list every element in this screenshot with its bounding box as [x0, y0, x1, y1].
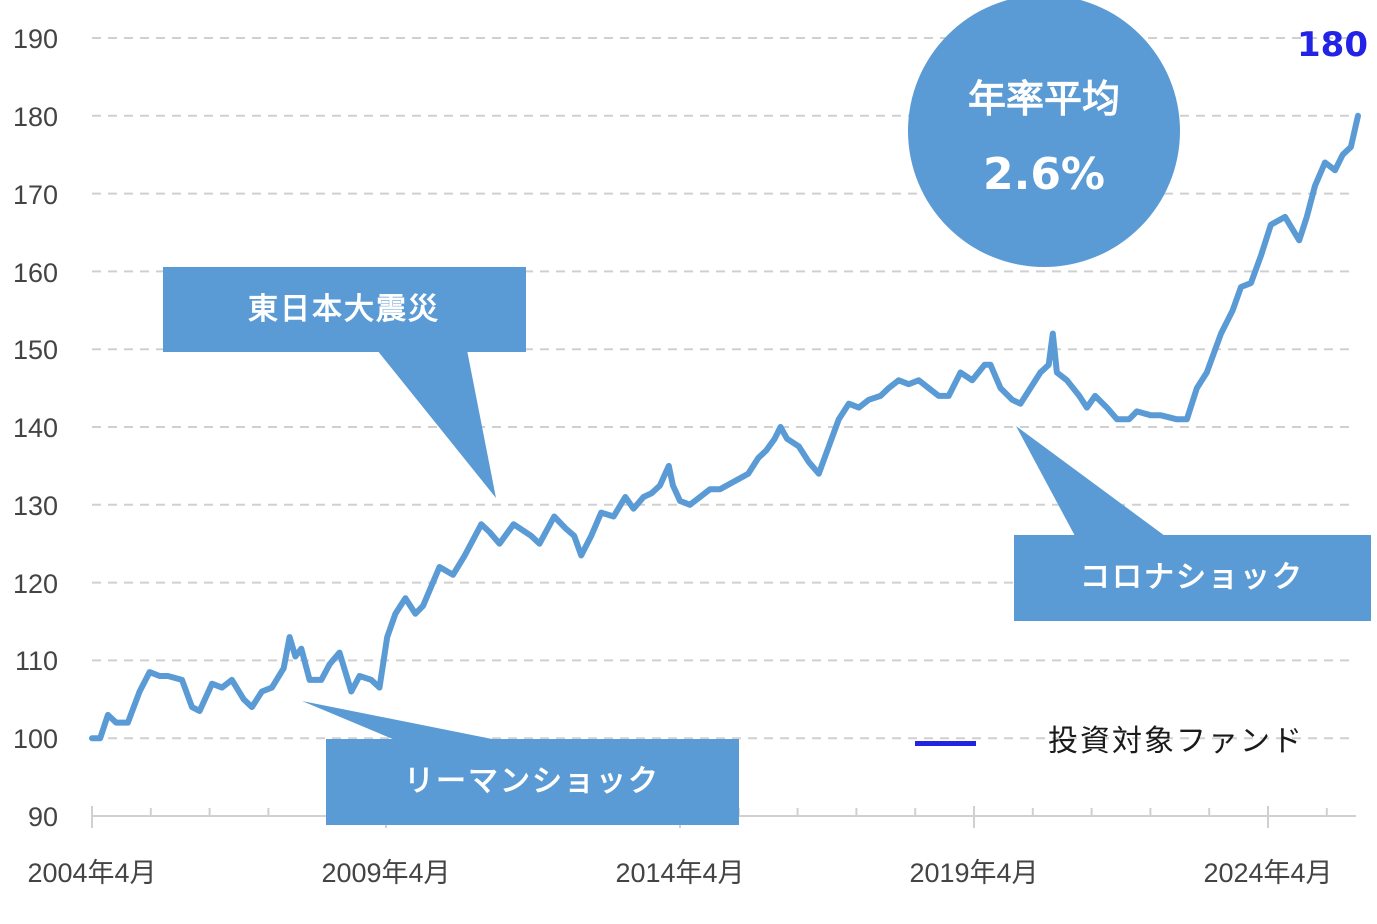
- y-tick-120: 120: [13, 569, 58, 599]
- badge-title: 年率平均: [968, 77, 1120, 121]
- callout-lehman-pointer: [302, 701, 497, 740]
- badge-circle: [908, 0, 1180, 267]
- x-tick-2009: 2009年4月: [321, 858, 450, 888]
- annual-average-badge: 年率平均 2.6%: [908, 0, 1180, 267]
- x-tick-2004: 2004年4月: [27, 858, 156, 888]
- y-tick-140: 140: [13, 413, 58, 443]
- x-tick-2014: 2014年4月: [615, 858, 744, 888]
- badge-value: 2.6%: [983, 149, 1105, 200]
- x-tick-2019: 2019年4月: [909, 858, 1038, 888]
- y-tick-90: 90: [28, 802, 58, 832]
- y-tick-130: 130: [13, 491, 58, 521]
- legend: 投資対象ファンド: [915, 724, 1304, 759]
- x-tick-2024: 2024年4月: [1203, 858, 1332, 888]
- y-tick-190: 190: [13, 24, 58, 54]
- y-tick-160: 160: [13, 258, 58, 288]
- fund-line-series: [89, 112, 1361, 742]
- y-tick-170: 170: [13, 180, 58, 210]
- callout-earthquake-label: 東日本大震災: [248, 292, 440, 327]
- y-tick-180: 180: [13, 102, 58, 132]
- callout-lehman-label: リーマンショック: [404, 764, 660, 799]
- callout-earthquake-pointer: [377, 350, 496, 498]
- y-tick-110: 110: [15, 646, 58, 676]
- y-tick-150: 150: [13, 335, 58, 365]
- x-axis-labels: 2004年4月 2009年4月 2014年4月 2019年4月 2024年4月: [27, 858, 1332, 888]
- callout-corona-label: コロナショック: [1080, 560, 1304, 595]
- y-axis-labels: 190 180 170 160 150 140 130 120 110 100 …: [13, 24, 58, 832]
- callout-lehman: リーマンショック: [302, 701, 739, 825]
- callout-corona-box: [1014, 535, 1371, 621]
- y-tick-100: 100: [13, 724, 58, 754]
- callout-earthquake-box: [163, 267, 526, 352]
- callout-lehman-box: [326, 739, 739, 825]
- callout-corona: コロナショック: [1014, 426, 1371, 621]
- end-value-label: 180: [1297, 25, 1368, 65]
- legend-label: 投資対象ファンド: [1048, 724, 1304, 759]
- callout-earthquake: 東日本大震災: [163, 267, 526, 498]
- callout-corona-pointer: [1016, 426, 1165, 536]
- legend-swatch-icon: [915, 741, 976, 746]
